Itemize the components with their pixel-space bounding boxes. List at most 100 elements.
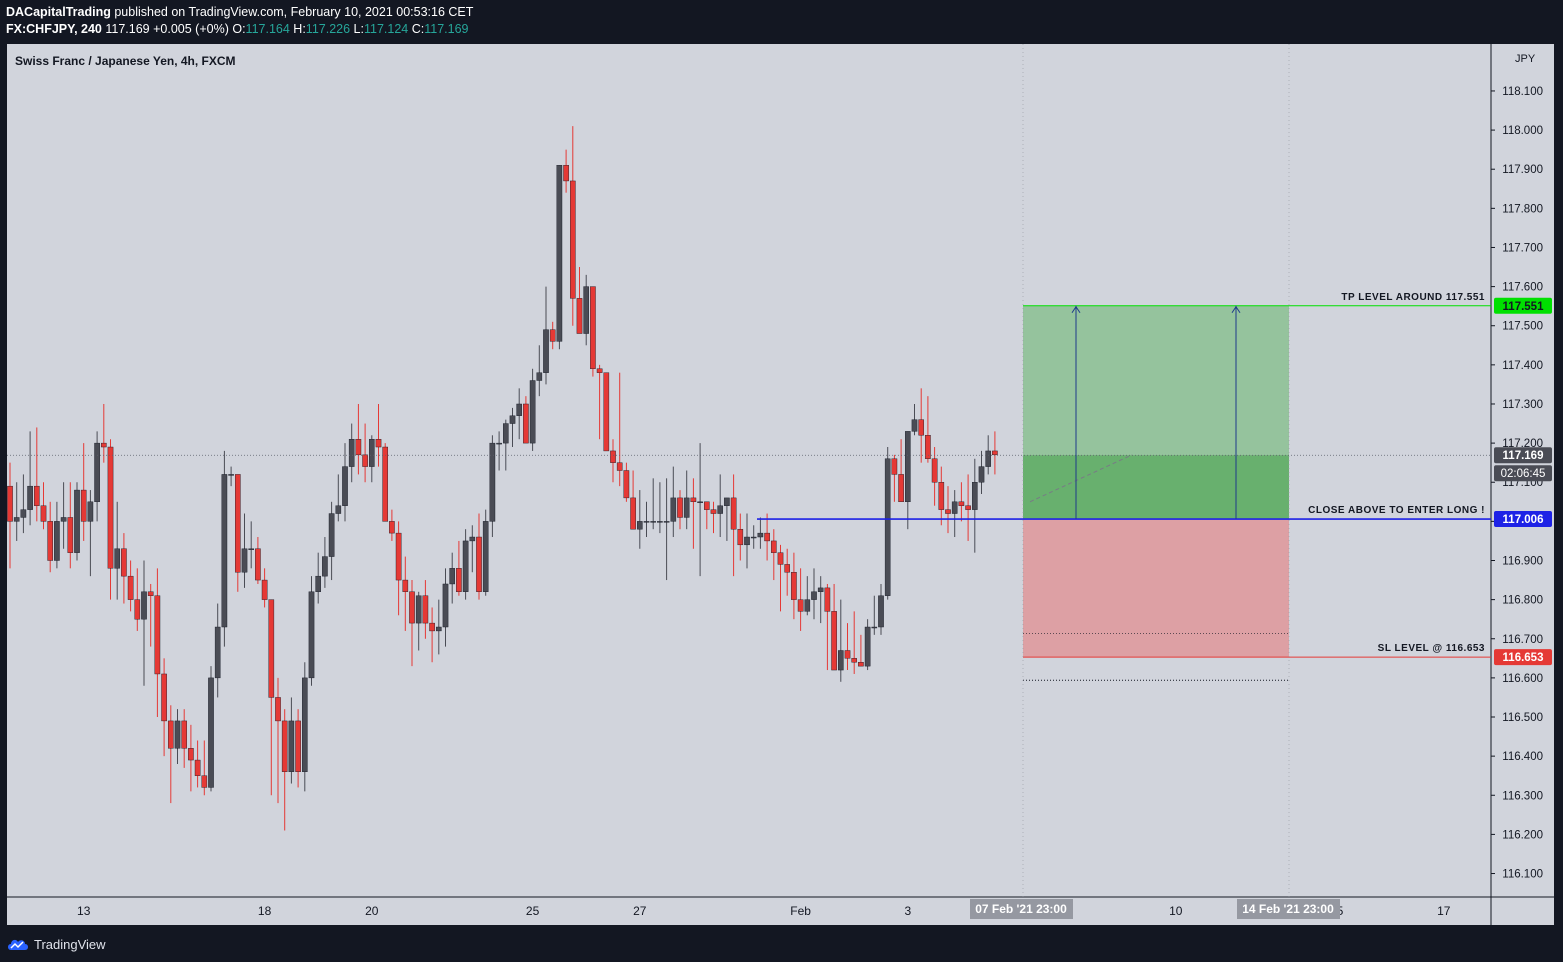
candle-body [315,575,322,592]
price-tick-label: 116.400 [1502,751,1543,763]
candle-body [704,501,710,510]
candle-body [811,591,817,600]
countdown-badge: 02:06:45 [1501,468,1546,480]
candle-body [851,658,857,663]
price-tick-label: 117.500 [1502,321,1543,333]
candle-body [670,497,677,522]
high-value: 117.226 [305,22,351,36]
candle-body [389,521,395,534]
open-label: O: [232,22,246,36]
candle-body [154,595,161,675]
time-tick-label: Feb [790,904,811,918]
candle-body [382,446,389,522]
price-tick-label: 116.700 [1502,634,1543,646]
candle-body [858,662,864,667]
candle-body [771,540,777,553]
symbol-interval: FX:CHFJPY, 240 [6,22,102,36]
candle-body [308,591,315,679]
candle-body [978,466,985,483]
candle-body [348,438,355,467]
candle-body [549,329,556,342]
candle-body [27,485,33,510]
candle-body [60,517,67,522]
long-position-tool[interactable] [1022,44,1491,897]
candle-body [583,286,589,334]
candle-body [972,482,978,510]
price-tick-label: 118.100 [1502,86,1543,98]
tradingview-brand: TradingView [34,936,106,952]
price-tick-label: 118.000 [1502,125,1543,137]
candle-body [20,509,27,518]
candle-body [147,591,154,596]
candle-body [945,509,951,514]
target-arrow-head [1071,305,1081,314]
price-tick-label: 116.900 [1502,555,1543,567]
candle-body [690,497,697,503]
candle-body [516,403,522,416]
close-label: C: [411,22,425,36]
candle-body [563,165,569,182]
tp-annotation: TP LEVEL AROUND 117.551 [1341,292,1485,303]
candle-body [724,497,730,506]
open-value: 117.164 [245,22,290,36]
candle-body [288,720,295,772]
candle-body [261,579,268,600]
candle-body [697,501,703,504]
candle-body [529,380,536,444]
candle-body [34,485,40,506]
entry-price-badge-bg [1494,511,1552,528]
candle-body [871,626,878,629]
high-label: H: [293,22,306,36]
candle-body [248,548,255,550]
candle-body [804,599,811,612]
projection-dashed-line [1029,454,1133,503]
candle-body [623,470,630,499]
tradingview-cloud-icon [8,939,28,950]
candle-body [536,372,543,381]
tp-price-badge-bg [1494,297,1552,314]
candle-body [637,521,643,530]
time-tick-label: 27 [633,904,647,918]
candle-body [677,497,683,518]
time-tick-label: 25 [526,904,540,918]
candle-body [456,568,462,592]
tp-price-badge: 117.551 [1503,301,1545,313]
time-axis: 1318202527Feb3810151707 Feb '21 23:0014 … [77,899,1451,919]
candle-body [161,673,167,722]
publisher-line: DACapitalTrading published on TradingVie… [6,5,473,19]
tradingview-logo[interactable]: TradingView [6,935,106,953]
candle-body [395,532,402,581]
candle-body [898,474,904,503]
candle-body [409,591,415,624]
candle-body [985,450,991,467]
candle-body [489,442,496,522]
candle-body [234,474,241,573]
footer-bar: TradingView [0,926,1563,962]
candle-body [167,720,174,749]
author-name[interactable]: DACapitalTrading [6,5,111,19]
candle-body [925,435,931,459]
candle-body [462,540,469,592]
overlays: TP LEVEL AROUND 117.551 CLOSE ABOVE TO EN… [7,292,1491,654]
price-tick-label: 116.200 [1502,829,1543,841]
price-tick-label: 116.300 [1502,790,1543,802]
candle-body [710,509,717,514]
candle-body [275,697,281,722]
candle-body [616,462,623,471]
candle-body [650,521,656,523]
candle-body [47,521,53,561]
candle-body [74,489,80,553]
candle-body [965,505,971,510]
candle-body [496,442,502,445]
sl-annotation: SL LEVEL @ 116.653 [1378,643,1485,654]
candle-body [503,423,509,444]
ohlc-line: FX:CHFJPY, 240 117.169 +0.005 (+0%) O:11… [6,22,469,36]
candle-body [791,572,797,600]
candle-body [7,485,13,522]
current-price-badge-bg [1494,447,1552,464]
entry-annotation: CLOSE ABOVE TO ENTER LONG ! [1308,505,1485,516]
close-value: 117.169 [424,22,469,36]
candle-body [610,450,616,463]
price-axis: 116.100 116.200 116.300 116.400 116.500 116.6… [1491,86,1552,881]
